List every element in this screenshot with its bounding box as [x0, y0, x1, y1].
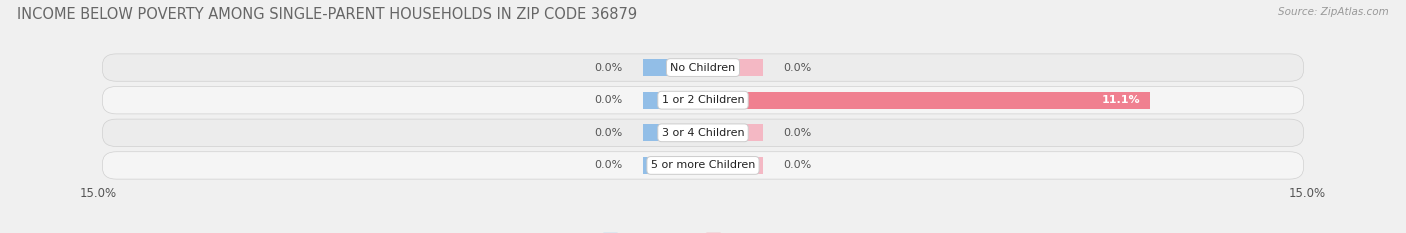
Bar [703, 59, 763, 76]
Text: 5 or more Children: 5 or more Children [651, 161, 755, 170]
Legend: Single Father, Single Mother: Single Father, Single Mother [599, 229, 807, 233]
FancyBboxPatch shape [103, 119, 1303, 147]
Bar [703, 92, 1150, 109]
Text: INCOME BELOW POVERTY AMONG SINGLE-PARENT HOUSEHOLDS IN ZIP CODE 36879: INCOME BELOW POVERTY AMONG SINGLE-PARENT… [17, 7, 637, 22]
Text: 0.0%: 0.0% [783, 63, 811, 72]
Bar [703, 157, 763, 174]
Text: 1 or 2 Children: 1 or 2 Children [662, 95, 744, 105]
Text: No Children: No Children [671, 63, 735, 72]
Text: 0.0%: 0.0% [595, 128, 623, 138]
Bar [643, 157, 703, 174]
FancyBboxPatch shape [103, 86, 1303, 114]
Text: 0.0%: 0.0% [783, 128, 811, 138]
FancyBboxPatch shape [103, 152, 1303, 179]
Bar [643, 124, 703, 141]
Text: Source: ZipAtlas.com: Source: ZipAtlas.com [1278, 7, 1389, 17]
Bar [703, 124, 763, 141]
Text: 0.0%: 0.0% [783, 161, 811, 170]
FancyBboxPatch shape [103, 54, 1303, 81]
Text: 0.0%: 0.0% [595, 63, 623, 72]
Text: 0.0%: 0.0% [595, 95, 623, 105]
Text: 11.1%: 11.1% [1102, 95, 1140, 105]
Bar [643, 92, 703, 109]
Text: 3 or 4 Children: 3 or 4 Children [662, 128, 744, 138]
Bar [643, 59, 703, 76]
Text: 0.0%: 0.0% [595, 161, 623, 170]
